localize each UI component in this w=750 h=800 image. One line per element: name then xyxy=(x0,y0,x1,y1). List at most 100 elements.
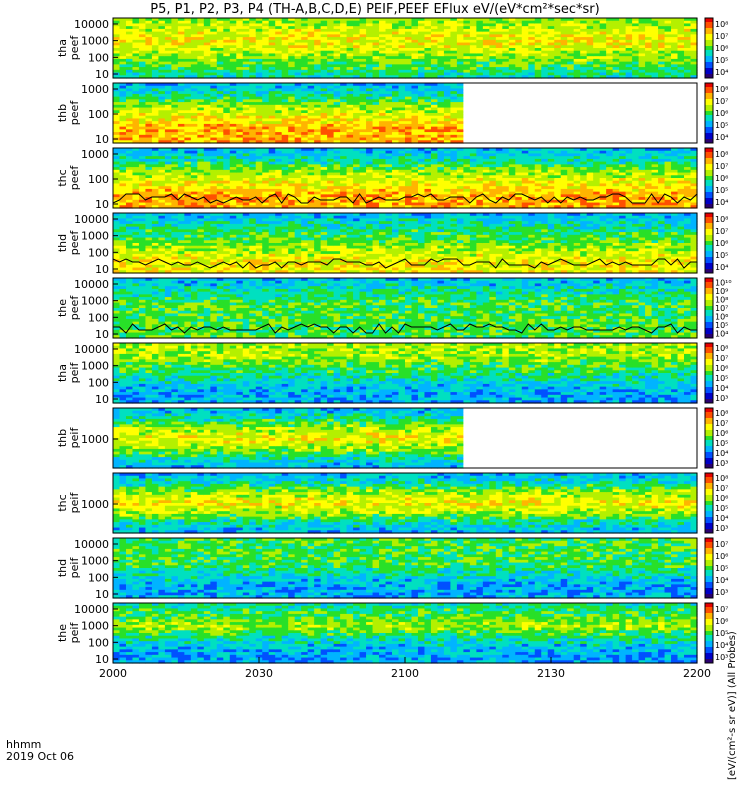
heatmap-cell xyxy=(489,121,497,125)
heatmap-cell xyxy=(197,83,205,87)
heatmap-cell xyxy=(333,118,341,122)
heatmap-cell xyxy=(573,91,581,95)
heatmap-cell xyxy=(359,115,367,120)
heatmap-cell xyxy=(508,83,516,87)
heatmap-cell xyxy=(469,126,477,130)
heatmap-cell xyxy=(307,202,315,206)
heatmap-cell xyxy=(184,83,192,87)
heatmap-cell xyxy=(398,69,406,74)
heatmap-cell xyxy=(333,183,341,187)
heatmap-cell xyxy=(288,56,296,60)
heatmap-cell xyxy=(216,169,224,174)
heatmap-cell xyxy=(203,42,211,46)
heatmap-cell xyxy=(424,137,432,141)
heatmap-cell xyxy=(398,50,406,55)
heatmap-cell xyxy=(151,58,160,63)
heatmap-cell xyxy=(366,113,374,117)
heatmap-cell xyxy=(632,93,640,98)
heatmap-cell xyxy=(158,132,166,136)
heatmap-cell xyxy=(288,180,296,185)
heatmap-cell xyxy=(664,45,672,49)
heatmap-cell xyxy=(463,118,471,122)
heatmap-cell xyxy=(437,134,445,139)
heatmap-cell xyxy=(138,42,147,46)
heatmap-cell xyxy=(281,188,289,193)
heatmap-cell xyxy=(372,156,380,160)
heatmap-cell xyxy=(113,156,121,160)
heatmap-cell xyxy=(521,58,529,63)
heatmap-cell xyxy=(521,126,529,130)
heatmap-cell xyxy=(469,75,477,79)
heatmap-cell xyxy=(684,137,692,141)
heatmap-cell xyxy=(495,42,503,46)
heatmap-cell xyxy=(586,64,594,68)
heatmap-cell xyxy=(229,110,237,114)
heatmap-cell xyxy=(417,110,426,114)
heatmap-cell xyxy=(301,115,309,120)
heatmap-cell xyxy=(593,107,601,111)
heatmap-cell xyxy=(307,118,315,122)
heatmap-cell xyxy=(281,153,289,157)
heatmap-cell xyxy=(411,50,419,55)
heatmap-cell xyxy=(651,113,659,117)
heatmap-cell xyxy=(249,102,257,106)
heatmap-cell xyxy=(203,129,211,133)
heatmap-cell xyxy=(437,85,445,90)
heatmap-cell xyxy=(593,91,601,95)
heatmap-cell xyxy=(145,113,153,117)
heatmap-cell xyxy=(638,96,646,100)
heatmap-cell xyxy=(340,123,348,128)
heatmap-cell xyxy=(463,23,471,27)
heatmap-cell xyxy=(184,48,192,52)
heatmap-cell xyxy=(119,23,127,27)
heatmap-cell xyxy=(417,34,426,38)
heatmap-cell xyxy=(632,123,640,128)
heatmap-cell xyxy=(547,83,555,87)
heatmap-cell xyxy=(132,23,140,27)
heatmap-cell xyxy=(502,126,510,130)
heatmap-cell xyxy=(294,53,302,57)
heatmap-cell xyxy=(645,121,653,125)
heatmap-cell xyxy=(314,205,322,209)
heatmap-cell xyxy=(294,102,302,106)
heatmap-cell xyxy=(456,134,464,139)
heatmap-cell xyxy=(242,75,250,79)
heatmap-cell xyxy=(249,31,257,35)
heatmap-cell xyxy=(125,99,134,103)
heatmap-cell xyxy=(294,178,302,182)
colorbar-cell xyxy=(705,117,713,120)
heatmap-cell xyxy=(508,67,516,71)
heatmap-cell xyxy=(327,123,335,128)
heatmap-cell xyxy=(125,50,134,55)
heatmap-cell xyxy=(288,183,296,187)
heatmap-cell xyxy=(405,48,413,52)
heatmap-cell xyxy=(151,83,160,87)
heatmap-cell xyxy=(229,104,237,109)
heatmap-cell xyxy=(508,132,516,136)
heatmap-cell xyxy=(658,126,666,130)
heatmap-cell xyxy=(236,26,244,30)
heatmap-cell xyxy=(534,31,542,35)
heatmap-cell xyxy=(392,28,400,33)
heatmap-cell xyxy=(314,191,322,195)
heatmap-cell xyxy=(651,50,659,55)
heatmap-cell xyxy=(541,134,549,139)
heatmap-cell xyxy=(450,104,458,109)
heatmap-cell xyxy=(366,178,374,182)
heatmap-cell xyxy=(320,180,328,185)
heatmap-cell xyxy=(132,69,140,74)
heatmap-cell xyxy=(430,88,439,92)
heatmap-cell xyxy=(346,88,354,92)
heatmap-cell xyxy=(450,20,458,25)
heatmap-cell xyxy=(528,48,536,52)
heatmap-cell xyxy=(573,118,581,122)
heatmap-cell xyxy=(541,64,549,68)
heatmap-cell xyxy=(333,45,341,49)
heatmap-cell xyxy=(359,102,367,106)
heatmap-cell xyxy=(417,28,426,33)
heatmap-cell xyxy=(677,67,685,71)
heatmap-cell xyxy=(573,72,581,76)
heatmap-cell xyxy=(340,178,348,182)
heatmap-cell xyxy=(268,197,276,201)
heatmap-cell xyxy=(229,183,237,187)
